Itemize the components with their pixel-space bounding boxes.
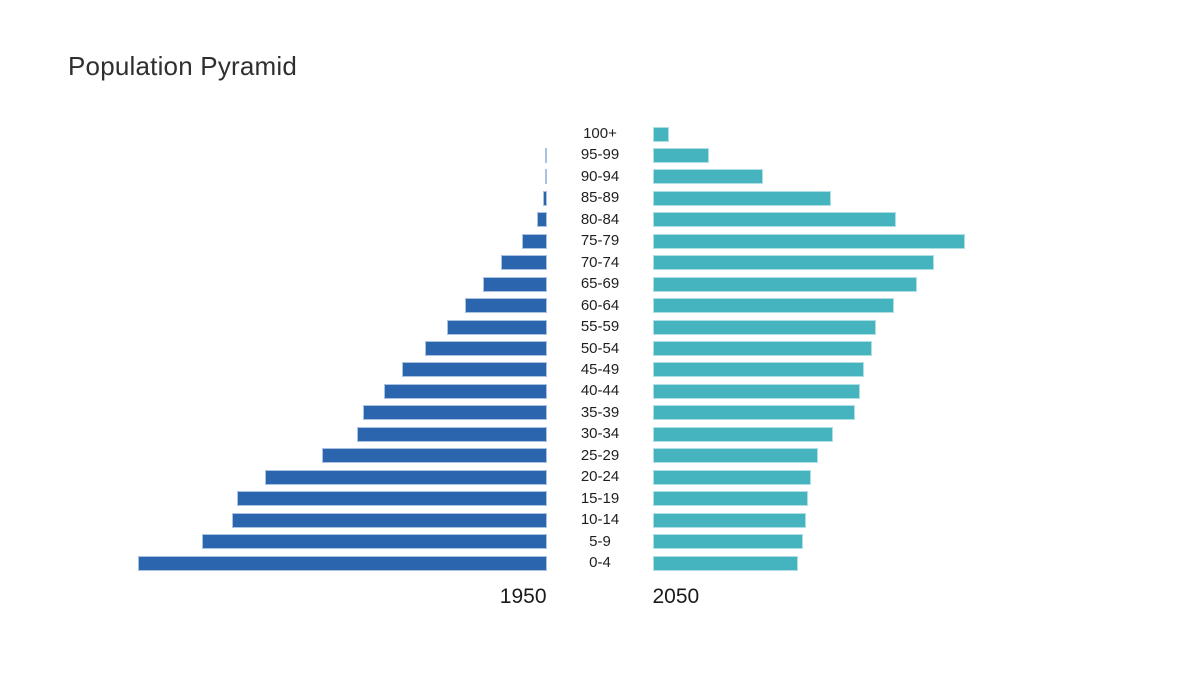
- bar-2050-80-84: [652, 212, 896, 228]
- age-label-25-29: 25-29: [580, 446, 620, 464]
- series-label-2050: 2050: [652, 585, 700, 608]
- bar-1950-35-39: [362, 405, 547, 421]
- age-label-50-54: 50-54: [580, 339, 620, 357]
- bar-1950-20-24: [264, 469, 547, 485]
- bar-2050-55-59: [652, 319, 876, 335]
- age-label-75-79: 75-79: [580, 232, 620, 250]
- age-label-20-24: 20-24: [580, 468, 620, 486]
- age-label-0-4: 0-4: [589, 554, 611, 571]
- age-label-45-49: 45-49: [580, 360, 620, 378]
- bar-2050-10-14: [652, 512, 806, 528]
- bar-1950-0-4: [137, 555, 547, 571]
- bar-2050-65-69: [652, 276, 917, 292]
- age-label-35-39: 35-39: [580, 403, 620, 421]
- bar-1950-30-34: [356, 426, 547, 442]
- bar-2050-85-89: [652, 190, 831, 206]
- age-label-65-69: 65-69: [580, 275, 620, 293]
- bar-2050-15-19: [652, 491, 808, 507]
- bar-2050-75-79: [652, 233, 965, 249]
- bar-1950-60-64: [464, 298, 547, 314]
- age-label-55-59: 55-59: [580, 318, 620, 336]
- age-label-15-19: 15-19: [580, 489, 620, 507]
- bar-2050-100+: [652, 126, 669, 142]
- bar-1950-45-49: [401, 362, 547, 378]
- bar-1950-15-19: [236, 491, 547, 507]
- age-label-95-99: 95-99: [580, 146, 620, 164]
- bar-1950-50-54: [424, 341, 547, 356]
- age-label-90-94: 90-94: [580, 167, 620, 185]
- bar-1950-95-99: [544, 147, 547, 163]
- bar-1950-65-69: [482, 276, 547, 292]
- bar-1950-10-14: [231, 512, 547, 528]
- bar-2050-40-44: [652, 383, 860, 399]
- age-label-70-74: 70-74: [580, 253, 620, 271]
- age-label-80-84: 80-84: [580, 210, 620, 228]
- bar-2050-45-49: [652, 362, 864, 378]
- bar-2050-5-9: [652, 534, 803, 550]
- bar-1950-75-79: [521, 233, 547, 249]
- bar-1950-90-94: [544, 169, 547, 185]
- bar-1950-5-9: [201, 534, 547, 550]
- bar-1950-80-84: [536, 212, 547, 228]
- age-label-60-64: 60-64: [580, 296, 620, 314]
- bar-2050-60-64: [652, 298, 894, 314]
- bar-2050-50-54: [652, 341, 872, 356]
- age-label-40-44: 40-44: [580, 382, 620, 400]
- bar-1950-70-74: [500, 255, 547, 271]
- bar-2050-95-99: [652, 147, 709, 163]
- bar-2050-35-39: [652, 405, 855, 421]
- age-label-30-34: 30-34: [580, 425, 620, 443]
- age-label-100+: 100+: [583, 125, 617, 142]
- age-label-10-14: 10-14: [580, 511, 620, 529]
- chart-title: Population Pyramid: [68, 51, 298, 81]
- bar-1950-40-44: [383, 383, 547, 399]
- bar-1950-25-29: [321, 448, 547, 464]
- bar-1950-55-59: [446, 319, 547, 335]
- bar-2050-30-34: [652, 426, 833, 442]
- bar-1950-85-89: [542, 190, 547, 206]
- age-label-85-89: 85-89: [580, 189, 620, 207]
- bar-2050-25-29: [652, 448, 818, 464]
- series-label-1950: 1950: [499, 585, 547, 608]
- bar-2050-0-4: [652, 555, 798, 571]
- bar-2050-90-94: [652, 169, 763, 185]
- bar-2050-20-24: [652, 469, 811, 485]
- age-label-5-9: 5-9: [589, 532, 611, 550]
- bar-2050-70-74: [652, 255, 934, 271]
